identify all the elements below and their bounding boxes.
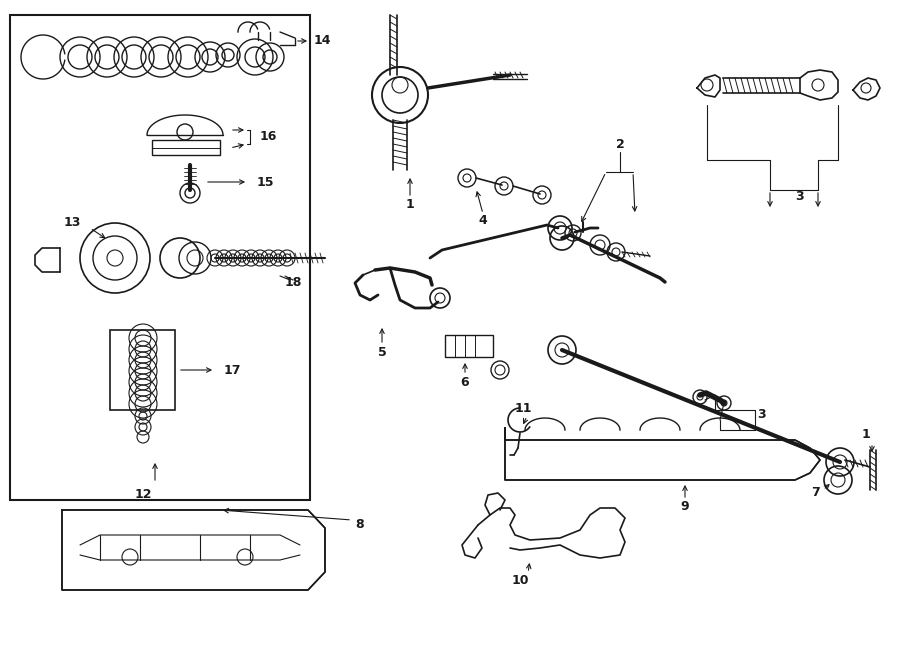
Text: 3: 3	[758, 408, 766, 422]
Bar	[445, 335, 493, 357]
Text: 14: 14	[313, 34, 331, 48]
Text: 1: 1	[406, 198, 414, 212]
Text: 1: 1	[861, 428, 870, 442]
Polygon shape	[62, 510, 325, 590]
Text: 9: 9	[680, 500, 689, 514]
Polygon shape	[60, 215, 225, 310]
Text: 13: 13	[63, 215, 81, 229]
Bar	[152, 140, 220, 155]
Text: 10: 10	[511, 574, 529, 586]
Bar	[110, 330, 175, 410]
Text: 3: 3	[796, 190, 805, 204]
Bar	[10, 15, 310, 500]
Text: 7: 7	[811, 485, 819, 498]
Text: 4: 4	[479, 214, 488, 227]
Polygon shape	[505, 428, 820, 480]
Text: 17: 17	[224, 364, 241, 377]
Text: 15: 15	[257, 176, 274, 188]
Text: 2: 2	[616, 139, 625, 151]
Text: 5: 5	[378, 346, 386, 358]
Text: 8: 8	[356, 518, 364, 531]
Text: 12: 12	[134, 488, 152, 502]
Text: 18: 18	[284, 276, 302, 288]
Text: 16: 16	[260, 130, 277, 143]
Text: 6: 6	[461, 375, 469, 389]
Text: 11: 11	[514, 401, 532, 414]
